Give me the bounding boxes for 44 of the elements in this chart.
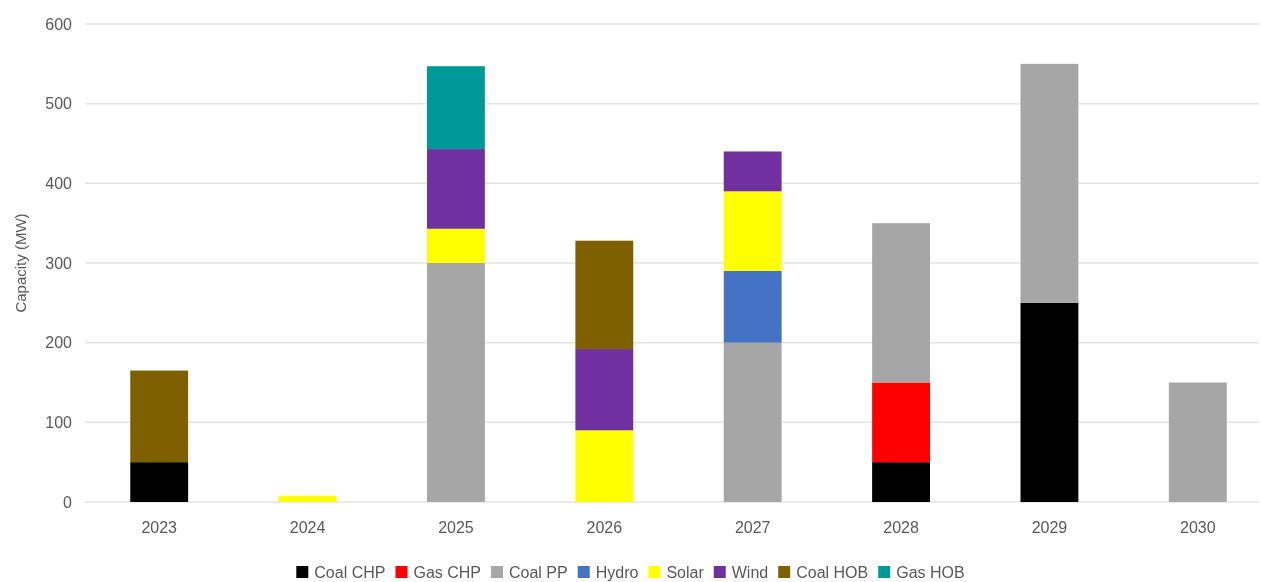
x-tick-label: 2028: [883, 518, 919, 536]
bar: [427, 263, 485, 502]
bar: [872, 223, 930, 383]
legend-label: Hydro: [595, 563, 639, 581]
x-tick-label: 2025: [438, 518, 474, 536]
x-tick-label: 2023: [141, 518, 178, 536]
bar: [427, 66, 485, 150]
y-tick-label: 500: [45, 95, 73, 113]
bar: [575, 240, 634, 350]
y-tick-label: 600: [45, 15, 73, 33]
x-tick-label: 2026: [586, 518, 623, 536]
y-tick-label: 200: [45, 334, 73, 352]
y-tick-label: 100: [45, 413, 73, 431]
bar: [575, 349, 634, 431]
x-tick-label: 2030: [1180, 518, 1216, 536]
bar: [1020, 302, 1079, 502]
bar: [872, 462, 930, 502]
x-tick-label: 2029: [1031, 518, 1068, 536]
y-tick-label: 300: [45, 254, 73, 272]
bar: [575, 430, 634, 502]
y-tick-label: 400: [45, 174, 73, 192]
bar: [1168, 382, 1227, 502]
bar: [723, 151, 782, 192]
legend-label: Solar: [666, 563, 705, 581]
bar: [723, 270, 782, 343]
bar: [723, 191, 782, 271]
y-axis-title: Capacity (MW): [11, 213, 29, 313]
legend-label: Gas HOB: [896, 563, 965, 581]
legend-label: Gas CHP: [413, 563, 482, 581]
bar: [427, 228, 485, 263]
legend-label: Coal PP: [509, 563, 568, 581]
bar: [278, 495, 337, 502]
x-tick-label: 2027: [734, 518, 771, 536]
bar: [1020, 63, 1079, 303]
bar: [427, 149, 485, 229]
bar: [872, 382, 930, 463]
y-tick-label: 0: [63, 493, 73, 511]
legend-label: Coal HOB: [796, 563, 869, 581]
x-tick-label: 2024: [289, 518, 326, 536]
bar: [130, 462, 189, 502]
legend-label: Coal CHP: [314, 563, 386, 581]
legend-label: Wind: [731, 563, 769, 581]
bar: [130, 370, 189, 463]
bar: [723, 342, 782, 502]
